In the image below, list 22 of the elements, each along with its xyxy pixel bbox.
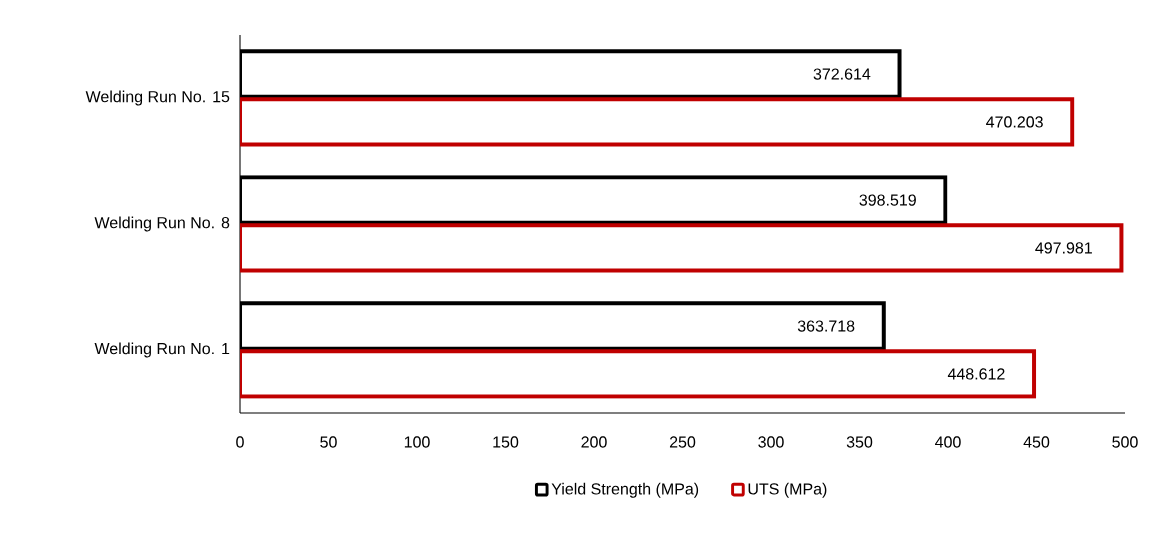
x-tick-label: 500 [1112, 436, 1138, 448]
x-tick-label: 250 [669, 436, 696, 448]
x-tick-label: 350 [846, 436, 873, 448]
x-tick-label: 400 [935, 436, 961, 448]
y-tick-label: Welding Run No. 1 [94, 342, 230, 358]
legend-label: UTS (MPa) [748, 482, 827, 498]
y-tick-label: Welding Run No. 8 [94, 216, 230, 232]
data-label: 497.981 [1035, 242, 1092, 254]
x-tick-label: 450 [1023, 436, 1050, 448]
x-tick-label: 150 [493, 436, 519, 448]
x-tick-label: 200 [581, 436, 607, 448]
data-label: 363.718 [797, 320, 855, 332]
data-label: 448.612 [947, 368, 1005, 380]
x-tick-label: 300 [758, 436, 784, 448]
x-tick-label: 100 [404, 436, 430, 448]
x-tick-label: 0 [236, 436, 244, 448]
data-label: 470.203 [986, 116, 1043, 128]
data-label: 398.519 [859, 194, 916, 206]
y-tick-label: Welding Run No. 15 [85, 90, 230, 106]
legend-label: Yield Strength (MPa) [551, 482, 699, 498]
x-tick-label: 50 [320, 436, 337, 448]
data-label: 372.614 [813, 68, 871, 80]
